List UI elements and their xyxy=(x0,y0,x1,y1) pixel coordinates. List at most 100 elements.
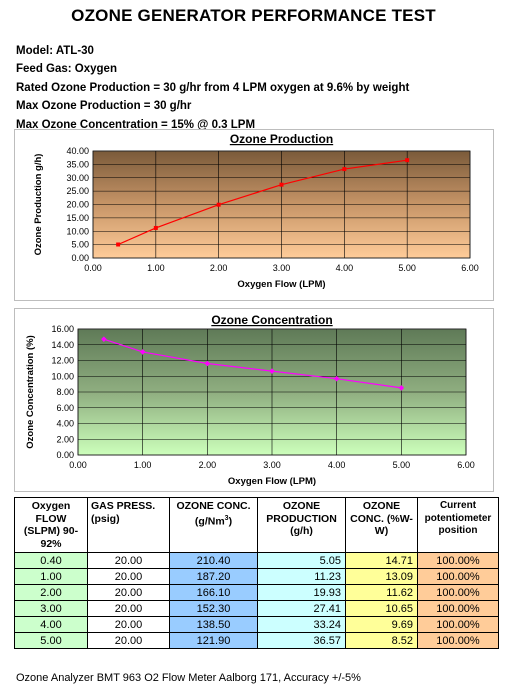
table-row: 0.40 20.00 210.40 5.05 14.71 100.00% xyxy=(14,552,499,569)
cell-prod: 36.57 xyxy=(257,632,346,649)
series-line xyxy=(117,159,408,246)
header-ozone-conc-sup: 3 xyxy=(224,514,229,522)
y-tick-label: 0.00 xyxy=(71,253,89,263)
table-row: 5.00 20.00 121.90 36.57 8.52 100.00% xyxy=(14,632,499,649)
x-tick-label: 3.00 xyxy=(273,263,291,273)
cell-flow: 2.00 xyxy=(14,584,88,601)
x-tick-label: 3.00 xyxy=(263,460,281,470)
cell-pot: 100.00% xyxy=(417,600,499,617)
header-gas-press: GAS PRESS. (psig) xyxy=(87,497,170,553)
cell-wt: 10.65 xyxy=(345,600,418,617)
y-tick-label: 14.00 xyxy=(51,340,74,350)
y-tick-label: 12.00 xyxy=(51,356,74,366)
cell-flow: 4.00 xyxy=(14,616,88,633)
y-tick-label: 30.00 xyxy=(66,173,89,183)
cell-press: 20.00 xyxy=(87,584,170,601)
cell-wt: 11.62 xyxy=(345,584,418,601)
page-title: OZONE GENERATOR PERFORMANCE TEST xyxy=(71,6,436,25)
spec-feed-gas: Feed Gas: Oxygen xyxy=(16,63,117,76)
y-tick-label: 20.00 xyxy=(66,200,89,210)
x-tick-label: 6.00 xyxy=(461,263,479,273)
x-tick-label: 2.00 xyxy=(210,263,228,273)
cell-press: 20.00 xyxy=(87,616,170,633)
cell-pot: 100.00% xyxy=(417,616,499,633)
spec-max-concentration: Max Ozone Concentration = 15% @ 0.3 LPM xyxy=(16,118,256,131)
chart-title: Ozone Production xyxy=(230,132,333,146)
cell-pot: 100.00% xyxy=(417,584,499,601)
data-point xyxy=(342,167,347,172)
data-point xyxy=(101,336,107,342)
header-oxygen-flow: Oxygen FLOW (SLPM) 90-92% xyxy=(14,497,88,553)
cell-press: 20.00 xyxy=(87,568,170,585)
x-tick-label: 2.00 xyxy=(199,460,217,470)
cell-prod: 33.24 xyxy=(257,616,346,633)
y-tick-label: 5.00 xyxy=(71,240,89,250)
table-header-row: Oxygen FLOW (SLPM) 90-92% GAS PRESS. (ps… xyxy=(14,497,499,553)
x-tick-label: 5.00 xyxy=(398,263,416,273)
header-ozone-conc-text: OZONE CONC. (g/Nm xyxy=(176,500,251,527)
footer-note: Ozone Analyzer BMT 963 O2 Flow Meter Aal… xyxy=(16,672,361,684)
table-row: 2.00 20.00 166.10 19.93 11.62 100.00% xyxy=(14,584,499,601)
x-tick-label: 5.00 xyxy=(393,460,411,470)
ozone-production-chart: Ozone Production 0.00 5.00 10.00 15.00 20.00 2… xyxy=(14,129,494,301)
data-point xyxy=(333,375,340,382)
cell-flow: 3.00 xyxy=(14,600,88,617)
cell-conc: 187.20 xyxy=(169,568,258,585)
x-axis-label: Oxygen Flow (LPM) xyxy=(237,279,325,290)
x-tick-label: 1.00 xyxy=(147,263,165,273)
header-ozone-conc-weight: OZONE CONC. (%W-W) xyxy=(345,497,418,553)
y-tick-label: 16.00 xyxy=(51,324,74,334)
cell-conc: 152.30 xyxy=(169,600,258,617)
x-tick-label: 1.00 xyxy=(134,460,152,470)
y-tick-label: 25.00 xyxy=(66,186,89,196)
cell-press: 20.00 xyxy=(87,600,170,617)
cell-wt: 8.52 xyxy=(345,632,418,649)
y-tick-label: 10.00 xyxy=(51,371,74,381)
cell-wt: 9.69 xyxy=(345,616,418,633)
cell-prod: 19.93 xyxy=(257,584,346,601)
cell-wt: 13.09 xyxy=(345,568,418,585)
header-ozone-production: OZONE PRODUCTION (g/h) xyxy=(257,497,346,553)
x-tick-label: 0.00 xyxy=(69,460,87,470)
table-row: 1.00 20.00 187.20 11.23 13.09 100.00% xyxy=(14,568,499,585)
y-tick-label: 8.00 xyxy=(56,387,74,397)
x-axis-label: Oxygen Flow (LPM) xyxy=(228,476,316,487)
data-point xyxy=(269,368,275,374)
header-potentiometer: Current potentiometer position xyxy=(417,497,499,553)
series-line xyxy=(103,338,402,389)
y-tick-label: 0.00 xyxy=(56,450,74,460)
y-tick-label: 40.00 xyxy=(66,146,89,156)
data-point xyxy=(153,225,158,230)
x-tick-label: 4.00 xyxy=(328,460,346,470)
table-row: 3.00 20.00 152.30 27.41 10.65 100.00% xyxy=(14,600,499,617)
cell-pot: 100.00% xyxy=(417,552,499,569)
cell-prod: 11.23 xyxy=(257,568,346,585)
header-ozone-conc: OZONE CONC. (g/Nm3) xyxy=(169,497,258,553)
ozone-concentration-chart: Ozone Concentration 0.00 2.00 4.00 6.00 8.00 1… xyxy=(14,308,494,492)
data-point xyxy=(405,158,410,163)
data-point xyxy=(279,182,284,187)
x-tick-label: 6.00 xyxy=(457,460,475,470)
y-tick-label: 6.00 xyxy=(56,403,74,413)
ozone-production-chart-svg: Ozone Production 0.00 5.00 10.00 15.00 20.00 2… xyxy=(33,132,479,290)
chart-title: Ozone Concentration xyxy=(211,313,332,327)
cell-prod: 5.05 xyxy=(257,552,346,569)
y-tick-label: 35.00 xyxy=(66,159,89,169)
cell-flow: 1.00 xyxy=(14,568,88,585)
header-ozone-conc-end: ) xyxy=(228,515,233,527)
y-tick-label: 10.00 xyxy=(66,226,89,236)
performance-table: Oxygen FLOW (SLPM) 90-92% GAS PRESS. (ps… xyxy=(14,497,499,649)
cell-flow: 5.00 xyxy=(14,632,88,649)
x-tick-label: 4.00 xyxy=(336,263,354,273)
cell-pot: 100.00% xyxy=(417,568,499,585)
cell-conc: 121.90 xyxy=(169,632,258,649)
cell-press: 20.00 xyxy=(87,632,170,649)
x-tick-label: 0.00 xyxy=(84,263,102,273)
cell-conc: 210.40 xyxy=(169,552,258,569)
cell-conc: 138.50 xyxy=(169,616,258,633)
y-tick-label: 2.00 xyxy=(56,434,74,444)
y-axis-label: Ozone Concentration (%) xyxy=(25,335,36,448)
data-point xyxy=(116,242,121,247)
cell-prod: 27.41 xyxy=(257,600,346,617)
y-tick-label: 15.00 xyxy=(66,213,89,223)
